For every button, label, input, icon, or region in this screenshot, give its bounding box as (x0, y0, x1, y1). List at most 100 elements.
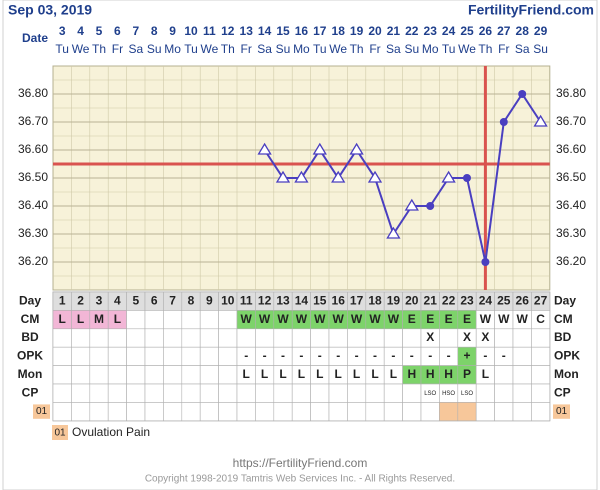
temperature-point (275, 170, 291, 183)
date-label: 28 (516, 24, 530, 38)
table-cell (218, 383, 238, 403)
date-label: 18 (332, 24, 346, 38)
temperature-point (426, 202, 435, 210)
date-label: 10 (184, 24, 198, 38)
table-cell (199, 383, 219, 403)
weekday-label: We (458, 42, 476, 56)
weekday-label: Th (221, 42, 235, 56)
cell-text: L (371, 367, 378, 381)
y-tick-label: 36.80 (18, 86, 48, 100)
cell-text: L (482, 367, 489, 381)
table-cell (163, 383, 183, 403)
table-cell (52, 346, 72, 366)
table-cell (163, 365, 183, 385)
row-label: CP (22, 385, 39, 399)
row-label-right: CM (554, 312, 573, 326)
table-cell (365, 402, 385, 422)
cell-text: W (296, 312, 308, 326)
cell-text: L (114, 312, 121, 326)
table-cell (383, 328, 403, 348)
weekday-label: Tu (184, 42, 198, 56)
temperature-point (499, 118, 508, 126)
y-tick-label: 36.40 (18, 198, 48, 212)
table-cell (328, 383, 348, 403)
cell-text: 23 (460, 293, 474, 307)
cell-text: - (318, 349, 322, 363)
table-cell (199, 365, 219, 385)
temperature-point (533, 114, 548, 127)
table-cell (126, 346, 146, 366)
cell-text: 18 (368, 293, 382, 307)
temperature-point (257, 142, 272, 155)
cell-text: 16 (332, 293, 346, 307)
y-tick-label-right: 36.30 (556, 226, 586, 240)
cell-text: 8 (188, 293, 195, 307)
cell-text: E (445, 312, 453, 326)
cell-text: P (463, 367, 471, 381)
cell-text: 21 (424, 293, 438, 307)
cell-text: 14 (295, 293, 309, 307)
date-label: 25 (460, 24, 474, 38)
weekday-label: Sa (128, 42, 143, 56)
temperature-point (349, 142, 364, 155)
table-cell (218, 346, 238, 366)
weekday-label: Tu (442, 42, 456, 56)
table-cell (531, 402, 551, 422)
cell-text: W (480, 312, 492, 326)
table-cell (383, 383, 403, 403)
table-cell (181, 383, 201, 403)
weekday-label: Fr (498, 42, 509, 56)
date-label: 7 (132, 24, 139, 38)
table-cell (347, 402, 367, 422)
header-site: FertilityFriend.com (468, 2, 594, 18)
weekday-label: Tu (55, 42, 69, 56)
table-cell (475, 402, 495, 422)
cell-text: L (77, 312, 84, 326)
cell-text: L (335, 367, 342, 381)
cell-text: 5 (132, 293, 139, 307)
table-cell (163, 346, 183, 366)
cell-text: 13 (276, 293, 290, 307)
temperature-point (463, 174, 471, 182)
cell-text: - (244, 349, 248, 363)
table-cell (181, 310, 201, 330)
cell-text: - (281, 349, 285, 363)
table-cell (273, 402, 293, 422)
cell-text: 7 (169, 293, 176, 307)
row-label-bg-right (553, 404, 570, 419)
table-cell (71, 383, 91, 403)
table-cell (163, 402, 183, 422)
table-cell (236, 402, 256, 422)
cell-text: 15 (313, 293, 327, 307)
table-cell (71, 328, 91, 348)
legend-label: Ovulation Pain (72, 425, 150, 439)
cell-text: L (243, 367, 250, 381)
row-label-right: CP (554, 385, 571, 399)
table-cell (255, 402, 275, 422)
cell-text: L (59, 312, 66, 326)
table-cell (273, 383, 293, 403)
cell-text: W (241, 312, 253, 326)
table-cell (144, 402, 164, 422)
table-cell (52, 365, 72, 385)
cell-text: 19 (387, 293, 401, 307)
table-cell (512, 365, 532, 385)
table-cell (236, 383, 256, 403)
y-tick-label-right: 36.50 (556, 170, 586, 184)
date-label: 5 (96, 24, 103, 38)
table-cell (107, 346, 127, 366)
row-label: OPK (17, 349, 43, 363)
temperature-point (294, 170, 309, 183)
weekday-label: Fr (241, 42, 252, 56)
cell-text: E (426, 312, 434, 326)
cell-text: M (94, 312, 104, 326)
cell-text: H (426, 367, 435, 381)
table-cell (494, 365, 514, 385)
cell-text: 24 (479, 293, 493, 307)
table-cell (218, 365, 238, 385)
row-label: Day (19, 293, 41, 307)
weekday-label: Fr (369, 42, 380, 56)
date-label: 9 (169, 24, 176, 38)
